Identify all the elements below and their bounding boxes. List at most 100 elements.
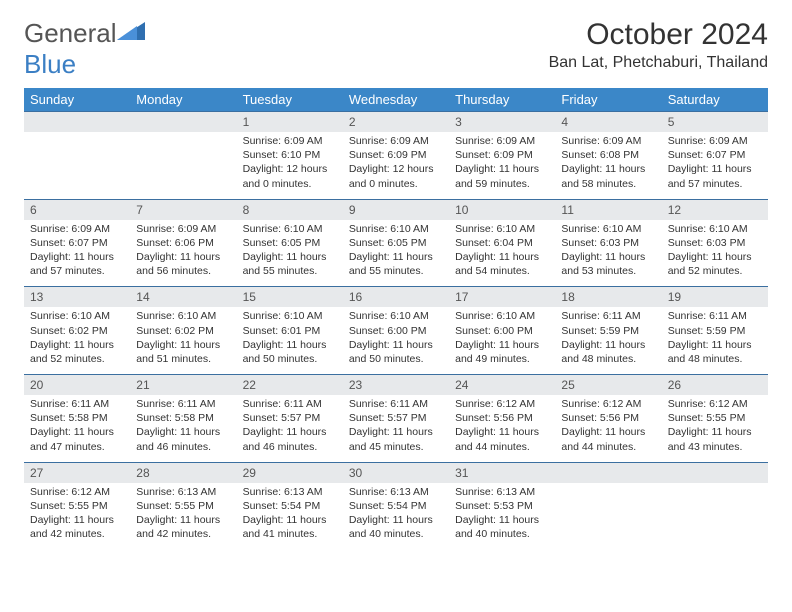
sunrise-text: Sunrise: 6:10 AM [349, 222, 443, 236]
day-data-cell: Sunrise: 6:09 AMSunset: 6:10 PMDaylight:… [237, 132, 343, 199]
day-data-cell: Sunrise: 6:12 AMSunset: 5:56 PMDaylight:… [555, 395, 661, 462]
day-data-row: Sunrise: 6:10 AMSunset: 6:02 PMDaylight:… [24, 307, 768, 374]
daylight-text: Daylight: 11 hours and 52 minutes. [668, 250, 762, 278]
day-number-cell: 25 [555, 375, 661, 396]
sunset-text: Sunset: 6:03 PM [668, 236, 762, 250]
day-data-cell: Sunrise: 6:10 AMSunset: 6:02 PMDaylight:… [24, 307, 130, 374]
day-data-cell: Sunrise: 6:11 AMSunset: 5:57 PMDaylight:… [237, 395, 343, 462]
sunset-text: Sunset: 6:07 PM [30, 236, 124, 250]
daylight-text: Daylight: 11 hours and 45 minutes. [349, 425, 443, 453]
sunrise-text: Sunrise: 6:10 AM [455, 309, 549, 323]
day-data-cell [130, 132, 236, 199]
sunrise-text: Sunrise: 6:12 AM [561, 397, 655, 411]
sunset-text: Sunset: 6:05 PM [349, 236, 443, 250]
sunset-text: Sunset: 6:10 PM [243, 148, 337, 162]
sunrise-text: Sunrise: 6:10 AM [30, 309, 124, 323]
sunrise-text: Sunrise: 6:11 AM [668, 309, 762, 323]
day-data-cell: Sunrise: 6:10 AMSunset: 6:00 PMDaylight:… [343, 307, 449, 374]
weekday-tuesday: Tuesday [237, 88, 343, 112]
day-data-cell: Sunrise: 6:12 AMSunset: 5:56 PMDaylight:… [449, 395, 555, 462]
day-number-cell: 8 [237, 199, 343, 220]
day-data-cell: Sunrise: 6:10 AMSunset: 6:01 PMDaylight:… [237, 307, 343, 374]
weekday-sunday: Sunday [24, 88, 130, 112]
sunset-text: Sunset: 6:08 PM [561, 148, 655, 162]
sunset-text: Sunset: 6:02 PM [30, 324, 124, 338]
day-data-cell: Sunrise: 6:11 AMSunset: 5:58 PMDaylight:… [24, 395, 130, 462]
sunrise-text: Sunrise: 6:10 AM [136, 309, 230, 323]
page-header: General Blue October 2024 Ban Lat, Phetc… [24, 18, 768, 80]
day-data-cell: Sunrise: 6:10 AMSunset: 6:04 PMDaylight:… [449, 220, 555, 287]
daylight-text: Daylight: 11 hours and 58 minutes. [561, 162, 655, 190]
sunset-text: Sunset: 5:55 PM [668, 411, 762, 425]
daylight-text: Daylight: 11 hours and 48 minutes. [561, 338, 655, 366]
sunset-text: Sunset: 6:09 PM [455, 148, 549, 162]
day-number-cell: 1 [237, 112, 343, 133]
sunset-text: Sunset: 5:57 PM [349, 411, 443, 425]
day-number-cell: 27 [24, 462, 130, 483]
logo-text: General Blue [24, 18, 145, 80]
sunrise-text: Sunrise: 6:09 AM [455, 134, 549, 148]
day-data-row: Sunrise: 6:09 AM Sunset: 6:10 PM Daylight:… [24, 132, 768, 199]
day-data-cell [24, 132, 130, 199]
day-data-row: Sunrise: 6:11 AMSunset: 5:58 PMDaylight:… [24, 395, 768, 462]
sunrise-text: Sunrise: 6:12 AM [30, 485, 124, 499]
sunset-text: Sunset: 5:59 PM [561, 324, 655, 338]
day-number-cell: 16 [343, 287, 449, 308]
sunrise-text: Sunrise: 6:09 AM [668, 134, 762, 148]
logo-part2: Blue [24, 49, 76, 79]
sunrise-text: Sunrise: 6:13 AM [136, 485, 230, 499]
sunset-text: Sunset: 6:06 PM [136, 236, 230, 250]
day-number-cell: 18 [555, 287, 661, 308]
sunset-text: Sunset: 6:00 PM [455, 324, 549, 338]
sunset-text: Sunset: 5:55 PM [136, 499, 230, 513]
daylight-text: Daylight: 11 hours and 43 minutes. [668, 425, 762, 453]
day-number-cell: 3 [449, 112, 555, 133]
daylight-text: Daylight: 11 hours and 55 minutes. [349, 250, 443, 278]
month-title: October 2024 [549, 18, 768, 52]
sunrise-text: Sunrise: 6:11 AM [30, 397, 124, 411]
day-number-cell: 4 [555, 112, 661, 133]
daylight-text: Daylight: 11 hours and 57 minutes. [30, 250, 124, 278]
day-data-cell [662, 483, 768, 550]
sunrise-text: Sunrise: 6:10 AM [349, 309, 443, 323]
sunset-text: Sunset: 5:54 PM [243, 499, 337, 513]
day-data-cell: Sunrise: 6:11 AMSunset: 5:59 PMDaylight:… [555, 307, 661, 374]
day-number-cell [662, 462, 768, 483]
day-data-cell: Sunrise: 6:09 AMSunset: 6:07 PMDaylight:… [24, 220, 130, 287]
daylight-text: Daylight: 11 hours and 44 minutes. [455, 425, 549, 453]
sunset-text: Sunset: 5:54 PM [349, 499, 443, 513]
sunset-text: Sunset: 5:57 PM [243, 411, 337, 425]
day-number-cell: 22 [237, 375, 343, 396]
day-number-cell: 21 [130, 375, 236, 396]
day-data-cell: Sunrise: 6:10 AMSunset: 6:03 PMDaylight:… [555, 220, 661, 287]
day-data-cell: Sunrise: 6:12 AMSunset: 5:55 PMDaylight:… [24, 483, 130, 550]
sunrise-text: Sunrise: 6:09 AM [561, 134, 655, 148]
day-number-cell: 11 [555, 199, 661, 220]
sunrise-text: Sunrise: 6:13 AM [243, 485, 337, 499]
day-number-cell: 19 [662, 287, 768, 308]
day-number-cell: 24 [449, 375, 555, 396]
sunrise-text: Sunrise: 6:09 AM [349, 134, 443, 148]
sunset-text: Sunset: 6:03 PM [561, 236, 655, 250]
weekday-friday: Friday [555, 88, 661, 112]
day-number-row: 20212223242526 [24, 375, 768, 396]
daylight-text: Daylight: 11 hours and 53 minutes. [561, 250, 655, 278]
daylight-text: Daylight: 11 hours and 42 minutes. [136, 513, 230, 541]
day-number-cell: 2 [343, 112, 449, 133]
sunset-text: Sunset: 6:07 PM [668, 148, 762, 162]
daylight-text: Daylight: 11 hours and 46 minutes. [136, 425, 230, 453]
calendar-table: Sunday Monday Tuesday Wednesday Thursday… [24, 88, 768, 549]
daylight-text: Daylight: 11 hours and 46 minutes. [243, 425, 337, 453]
title-block: October 2024 Ban Lat, Phetchaburi, Thail… [549, 18, 768, 72]
daylight-text: Daylight: 11 hours and 44 minutes. [561, 425, 655, 453]
sunset-text: Sunset: 5:58 PM [30, 411, 124, 425]
sunrise-text: Sunrise: 6:10 AM [561, 222, 655, 236]
weekday-wednesday: Wednesday [343, 88, 449, 112]
sunrise-text: Sunrise: 6:11 AM [136, 397, 230, 411]
day-data-cell: Sunrise: 6:09 AMSunset: 6:07 PMDaylight:… [662, 132, 768, 199]
sunset-text: Sunset: 6:05 PM [243, 236, 337, 250]
sunrise-text: Sunrise: 6:09 AM [30, 222, 124, 236]
day-number-row: 2728293031 [24, 462, 768, 483]
day-number-cell: 28 [130, 462, 236, 483]
day-number-row: 6789101112 [24, 199, 768, 220]
